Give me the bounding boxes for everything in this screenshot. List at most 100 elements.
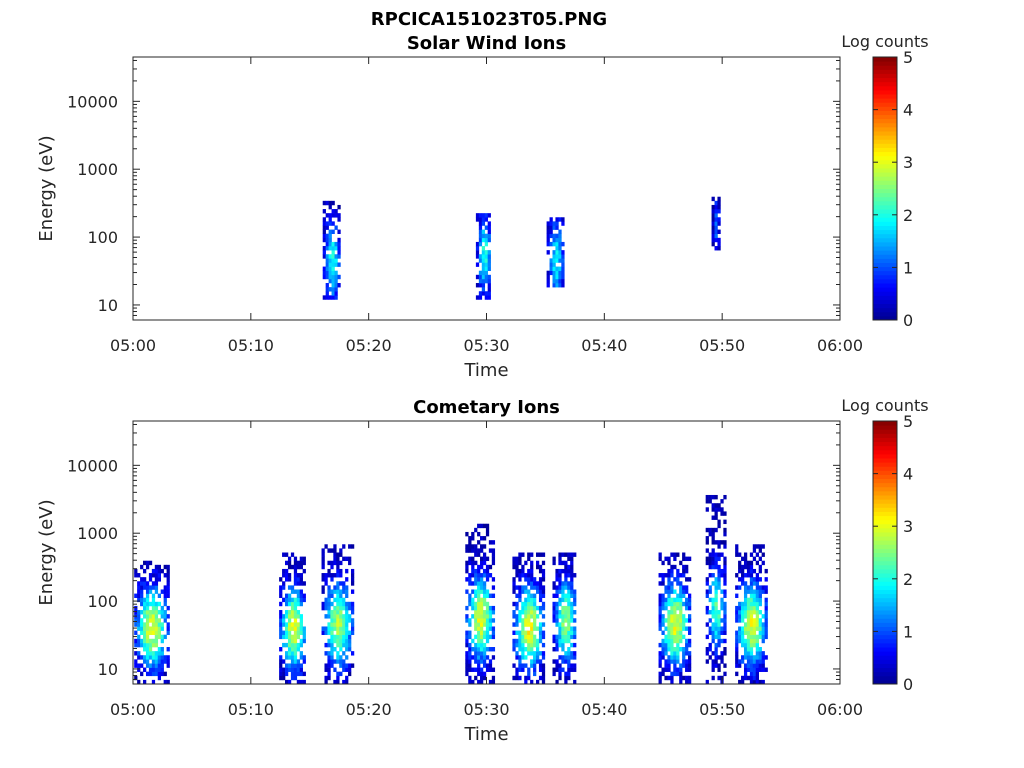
heatmap-cell <box>296 630 301 635</box>
heatmap-cell <box>761 585 765 590</box>
heatmap-cell <box>480 651 484 656</box>
colorbar-segment <box>873 556 897 562</box>
heatmap-cell <box>468 663 472 668</box>
heatmap-cell <box>764 622 768 627</box>
heatmap-cell <box>482 663 487 668</box>
colorbar-tick-label: 5 <box>903 412 913 431</box>
heatmap-cell <box>491 552 496 557</box>
heatmap-cell <box>552 270 556 276</box>
heatmap-cell <box>552 560 556 566</box>
heatmap-cell <box>708 630 712 635</box>
heatmap-cell <box>552 278 556 284</box>
heatmap-cell <box>738 585 742 590</box>
heatmap-cell <box>481 270 486 276</box>
heatmap-cell <box>530 560 534 566</box>
heatmap-cell <box>282 573 286 578</box>
heatmap-cell <box>746 568 751 574</box>
heatmap-cell <box>552 667 556 672</box>
heatmap-cell <box>530 659 534 664</box>
heatmap-cell <box>331 274 335 280</box>
heatmap-cell <box>670 552 674 557</box>
heatmap-cell <box>296 564 301 570</box>
heatmap-cell <box>676 638 680 644</box>
heatmap-cell <box>512 585 516 590</box>
heatmap-cell <box>738 618 742 623</box>
heatmap-cell <box>755 659 759 664</box>
heatmap-cell <box>166 626 170 631</box>
heatmap-cell <box>567 630 571 635</box>
heatmap-cell <box>561 560 565 566</box>
heatmap-cell <box>717 622 721 627</box>
heatmap-cell <box>705 536 709 541</box>
heatmap-cell <box>667 593 671 598</box>
heatmap-cell <box>527 675 531 681</box>
heatmap-cell <box>339 548 343 553</box>
heatmap-cell <box>685 679 689 685</box>
heatmap-cell <box>327 675 331 681</box>
heatmap-cell <box>512 581 516 586</box>
heatmap-cell <box>345 622 349 627</box>
heatmap-cell <box>465 638 469 644</box>
heatmap-cell <box>741 630 745 635</box>
x-tick-label: 05:40 <box>581 700 627 719</box>
heatmap-cell <box>527 647 531 652</box>
heatmap-cell <box>481 274 486 280</box>
heatmap-cell <box>667 610 671 615</box>
heatmap-cell <box>670 679 674 685</box>
colorbar-segment <box>873 98 897 103</box>
heatmap-cell <box>682 585 686 590</box>
heatmap-cell <box>512 630 516 635</box>
heatmap-cell <box>667 577 671 582</box>
heatmap-cell <box>321 564 325 570</box>
heatmap-cell <box>538 589 543 594</box>
heatmap-cell <box>336 568 340 574</box>
heatmap-cell <box>285 663 289 668</box>
heatmap-cell <box>477 568 481 574</box>
heatmap-cell <box>688 659 692 664</box>
heatmap-cell <box>708 589 712 594</box>
heatmap-cell <box>333 573 337 578</box>
heatmap-cell <box>488 659 493 664</box>
heatmap-cell <box>521 642 525 648</box>
heatmap-cell <box>485 663 490 668</box>
heatmap-cell <box>287 610 292 615</box>
heatmap-cell <box>336 659 340 664</box>
heatmap-cell <box>658 552 662 557</box>
heatmap-cell <box>682 564 686 570</box>
heatmap-cell <box>564 659 568 664</box>
heatmap-cell <box>561 659 565 664</box>
heatmap-cell <box>758 597 762 603</box>
heatmap-cell <box>137 585 141 590</box>
colorbar-segment <box>873 589 897 595</box>
heatmap-cell <box>518 585 522 590</box>
heatmap-cell <box>327 659 331 664</box>
heatmap-cell <box>685 675 689 681</box>
colorbar-segment <box>873 638 897 644</box>
heatmap-cell <box>530 614 534 619</box>
heatmap-cell <box>296 667 301 672</box>
colorbar-segment <box>873 614 897 619</box>
heatmap-cell <box>714 494 718 500</box>
heatmap-cell <box>717 519 721 525</box>
heatmap-cell <box>299 560 303 566</box>
heatmap-cell <box>670 618 674 623</box>
heatmap-cell <box>658 651 662 656</box>
heatmap-cell <box>720 638 724 644</box>
heatmap-cell <box>474 568 478 574</box>
y-tick-label: 10 <box>98 296 118 315</box>
heatmap-cell <box>717 585 721 590</box>
heatmap-cell <box>322 217 326 222</box>
heatmap-cell <box>478 213 483 218</box>
heatmap-cell <box>327 605 331 611</box>
heatmap-cell <box>711 241 715 247</box>
colorbar-segment <box>873 209 897 214</box>
heatmap-cell <box>331 241 335 247</box>
heatmap-cell <box>761 679 765 685</box>
heatmap-cell <box>527 622 531 627</box>
heatmap-cell <box>166 622 170 627</box>
colorbar-frame <box>872 56 898 321</box>
heatmap-cell <box>477 626 481 631</box>
colorbar-segment <box>873 85 897 91</box>
heatmap-cell <box>564 626 568 631</box>
heatmap-cell <box>546 274 550 280</box>
